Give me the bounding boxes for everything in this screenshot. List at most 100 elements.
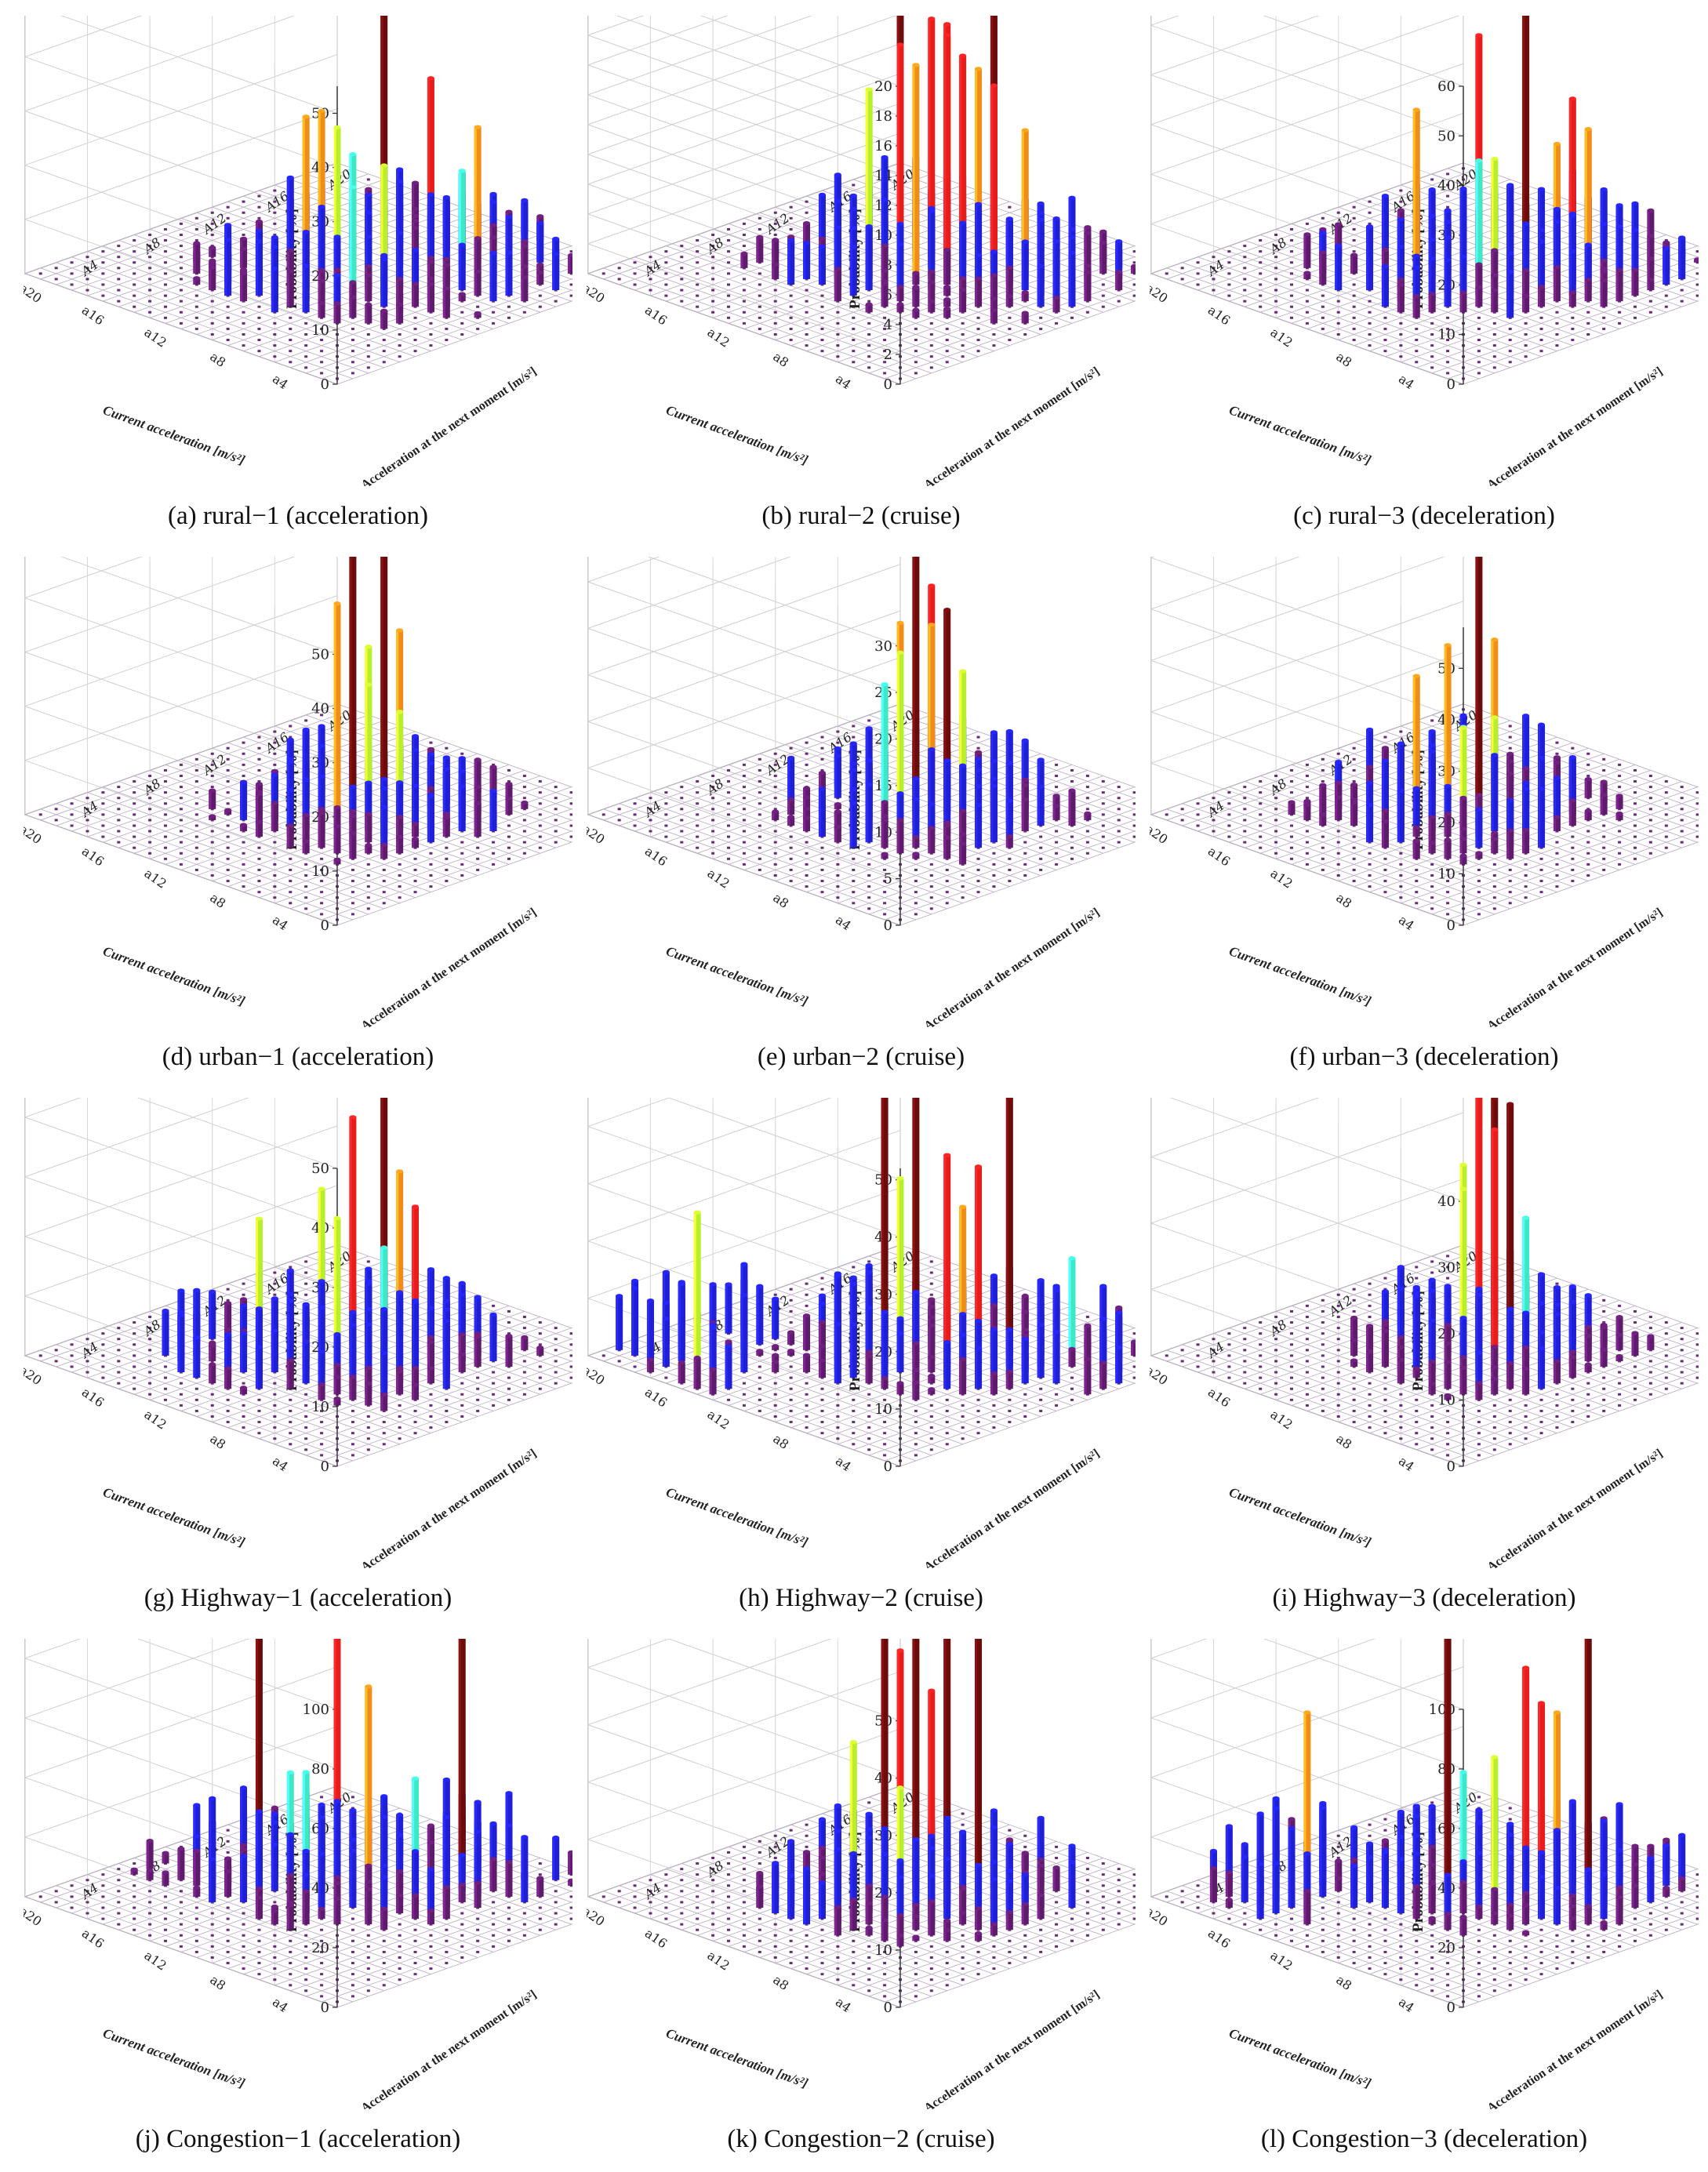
bar <box>1475 285 1482 307</box>
bar <box>380 257 387 307</box>
current-tick-label: a8 <box>207 349 228 370</box>
current-tick-label: a8 <box>1333 1972 1354 1993</box>
bar <box>1038 1893 1045 1919</box>
chart-3d-f: 01020304050Probability [%]a4a8a12a16a20A… <box>1150 557 1699 1027</box>
bar <box>334 301 341 323</box>
bar <box>1084 231 1091 267</box>
current-axis-label: Current acceleration [m/s²] <box>664 2025 810 2090</box>
bar <box>1475 851 1482 859</box>
bar <box>1445 1912 1452 1930</box>
bar <box>240 1854 247 1902</box>
bar <box>193 276 200 285</box>
bar <box>474 1335 482 1367</box>
bar <box>568 1879 572 1886</box>
bar <box>1538 1346 1545 1389</box>
current-tick-label: a16 <box>79 1926 107 1952</box>
next-axis-label: Acceleration at the next moment [m/s²] <box>922 1447 1103 1568</box>
bar <box>1053 239 1060 301</box>
bar <box>756 1885 763 1908</box>
current-tick-label: a4 <box>1396 912 1417 933</box>
bar <box>1569 290 1576 307</box>
bar <box>1475 1381 1482 1400</box>
bar <box>1616 268 1623 301</box>
current-tick-label: a12 <box>705 1948 732 1974</box>
bar <box>1554 815 1561 831</box>
z-tick-label: 0 <box>1447 917 1455 934</box>
bar <box>1585 278 1592 301</box>
bar <box>1288 800 1296 814</box>
bar <box>772 1360 779 1373</box>
bar <box>1115 1346 1122 1383</box>
bar <box>647 1358 654 1372</box>
current-tick-label: a16 <box>1205 1926 1233 1952</box>
bar <box>334 1897 341 1924</box>
bar <box>1226 1898 1233 1908</box>
chart-panel-g: 01020304050Probability [%]a4a8a12a16a20A… <box>24 1098 572 1631</box>
current-tick-label: a4 <box>1396 371 1417 392</box>
bar <box>772 1861 779 1913</box>
chart-3d-l: 020406080100Probability [%]a4a8a12a16a20… <box>1150 1639 1699 2109</box>
bar <box>1538 1875 1545 1919</box>
bar <box>1053 1865 1060 1891</box>
bar <box>1554 1359 1561 1383</box>
bar <box>224 808 231 815</box>
bar <box>1084 1357 1091 1395</box>
bar <box>1131 264 1136 274</box>
chart-panel-f: 01020304050Probability [%]a4a8a12a16a20A… <box>1150 557 1699 1090</box>
chart-3d-b: 02468101214161820Probability [%]a4a8a12a… <box>587 16 1136 486</box>
bar <box>1585 1363 1592 1372</box>
bar <box>1413 826 1420 837</box>
bar <box>1616 794 1623 809</box>
bar <box>1006 1370 1013 1389</box>
next-axis-label: Acceleration at the next moment [m/s²] <box>1485 1988 1666 2109</box>
bar <box>819 193 826 241</box>
bar <box>943 758 950 826</box>
bar <box>990 1371 998 1394</box>
bar <box>990 308 998 323</box>
bar <box>616 1294 623 1350</box>
bar <box>1288 1826 1296 1908</box>
bar <box>1053 296 1060 312</box>
bar <box>443 1885 450 1919</box>
bar <box>396 303 403 323</box>
current-tick-label: a4 <box>1396 1994 1417 2015</box>
bar <box>756 235 763 263</box>
chart-3d-c: 0102030405060Probability [%]a4a8a12a16a2… <box>1150 16 1699 486</box>
bar <box>271 1843 278 1891</box>
bar <box>1038 1864 1045 1897</box>
bar <box>1491 1887 1498 1913</box>
current-tick-label: a20 <box>587 281 608 307</box>
z-tick-label: 60 <box>1437 78 1455 95</box>
current-tick-label: a8 <box>207 1972 228 1993</box>
bar <box>772 809 779 820</box>
bar <box>803 816 810 831</box>
bar <box>631 1286 638 1355</box>
bar <box>1491 1377 1498 1394</box>
bar <box>1241 1854 1248 1902</box>
bar <box>912 308 919 318</box>
bar <box>1413 1367 1420 1378</box>
bar <box>334 1397 341 1405</box>
bar <box>1475 557 1482 815</box>
current-tick-label: a20 <box>1150 822 1171 848</box>
current-tick-label: a4 <box>270 1453 291 1474</box>
bar <box>380 805 387 848</box>
bar <box>1382 1329 1389 1367</box>
bar <box>1038 264 1045 307</box>
current-tick-label: a12 <box>142 1407 169 1433</box>
chart-3d-h: 01020304050Probability [%]a4a8a12a16a20A… <box>587 1098 1136 1568</box>
bar <box>1366 803 1373 842</box>
bar <box>1084 812 1091 820</box>
bar <box>897 1913 904 1935</box>
bar <box>1429 292 1436 312</box>
bar <box>459 243 466 291</box>
panel-caption: (f) urban−3 (deceleration) <box>1150 1043 1699 1072</box>
bar <box>912 557 919 815</box>
panel-caption: (i) Highway−3 (deceleration) <box>1150 1584 1699 1613</box>
bar <box>474 1295 482 1333</box>
bar <box>209 245 216 257</box>
z-tick-label: 20 <box>874 78 892 95</box>
bar <box>521 198 528 246</box>
panel-caption: (a) rural−1 (acceleration) <box>24 502 572 531</box>
bar <box>1445 837 1452 859</box>
